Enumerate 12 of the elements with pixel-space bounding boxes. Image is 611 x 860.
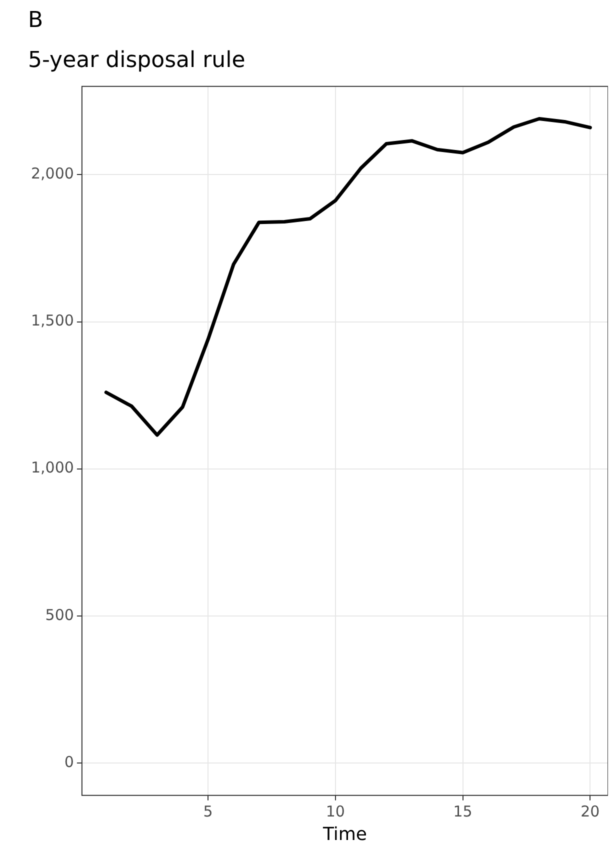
x-tick-label: 10 — [326, 802, 345, 820]
y-tick-label: 2,000 — [30, 164, 74, 183]
x-axis-title: Time — [322, 824, 367, 845]
y-tick-label: 500 — [45, 606, 74, 624]
y-tick-label: 1,000 — [30, 458, 74, 477]
y-tick-label: 1,500 — [30, 312, 74, 330]
chart-title: 5-year disposal rule — [28, 48, 246, 73]
x-tick-label: 5 — [203, 802, 213, 820]
x-tick-label: 15 — [453, 802, 472, 820]
y-tick-label: 0 — [64, 752, 74, 771]
text: B — [28, 8, 44, 33]
x-tick-label: 20 — [580, 802, 600, 820]
